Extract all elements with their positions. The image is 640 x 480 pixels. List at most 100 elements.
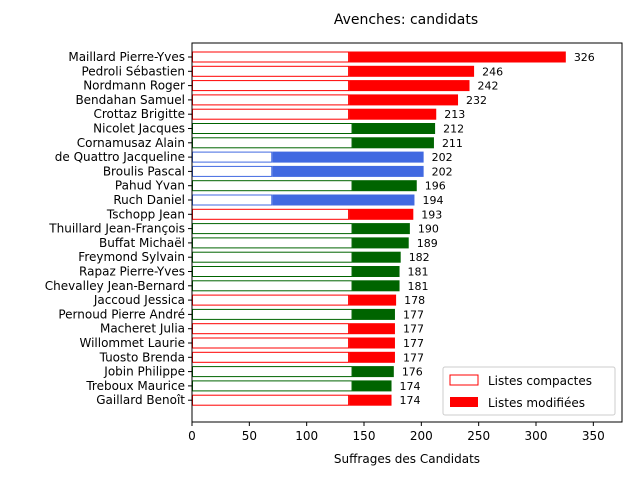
bar-compact bbox=[192, 123, 353, 134]
candidate-label: Cornamusaz Alain bbox=[77, 136, 185, 150]
bar-compact bbox=[192, 208, 350, 220]
bar-modified bbox=[349, 208, 414, 220]
bar-modified bbox=[349, 108, 437, 120]
value-label: 246 bbox=[482, 65, 503, 78]
x-tick-label: 100 bbox=[295, 429, 318, 443]
candidate-label: Willommet Laurie bbox=[79, 336, 185, 350]
candidate-label: Chevalley Jean-Bernard bbox=[45, 279, 185, 293]
bar-compact bbox=[192, 366, 353, 378]
bar-compact bbox=[192, 351, 350, 363]
x-axis-title: Suffrages des Candidats bbox=[334, 452, 480, 466]
candidate-label: Nordmann Roger bbox=[83, 79, 185, 93]
bar-modified bbox=[352, 223, 410, 235]
legend-box bbox=[442, 366, 616, 416]
x-tick-label: 300 bbox=[525, 429, 548, 443]
candidate-label: Pernoud Pierre André bbox=[58, 307, 185, 321]
candidate-label: Gaillard Benoît bbox=[96, 393, 185, 407]
candidate-label: de Quattro Jacqueline bbox=[55, 150, 185, 164]
x-tick-label: 0 bbox=[188, 429, 196, 443]
x-tick-label: 50 bbox=[242, 429, 257, 443]
value-label: 178 bbox=[404, 294, 425, 307]
candidate-label: Freymond Sylvain bbox=[78, 250, 185, 264]
bar-modified bbox=[352, 280, 400, 292]
value-label: 194 bbox=[422, 194, 443, 207]
candidate-label: Tuosto Brenda bbox=[99, 350, 185, 364]
bar-modified bbox=[352, 137, 434, 149]
bar-compact bbox=[192, 280, 353, 292]
bar-modified bbox=[349, 94, 459, 106]
value-label: 193 bbox=[421, 208, 442, 221]
legend: Listes compactes Listes modifiées bbox=[442, 366, 616, 416]
candidate-label: Nicolet Jacques bbox=[93, 122, 185, 136]
candidate-label: Rapaz Pierre-Yves bbox=[79, 265, 185, 279]
bar-modified bbox=[272, 194, 415, 206]
value-label: 182 bbox=[409, 251, 430, 264]
value-label: 202 bbox=[432, 151, 453, 164]
bar-compact bbox=[192, 194, 273, 206]
bar-modified bbox=[272, 151, 424, 163]
candidate-label: Macheret Julia bbox=[100, 322, 185, 336]
value-label: 177 bbox=[403, 351, 424, 364]
bar-modified bbox=[349, 337, 395, 349]
bar-modified bbox=[352, 123, 436, 134]
bar-compact bbox=[192, 65, 350, 77]
bar-compact bbox=[192, 337, 350, 349]
bar-modified bbox=[349, 51, 566, 63]
x-tick-label: 150 bbox=[353, 429, 376, 443]
bar-compact bbox=[192, 237, 353, 249]
bar-compact bbox=[192, 151, 273, 163]
legend-swatch-modified bbox=[450, 397, 478, 407]
value-label: 326 bbox=[574, 51, 595, 64]
bar-compact bbox=[192, 251, 353, 263]
candidate-label: Ruch Daniel bbox=[113, 193, 185, 207]
candidate-label: Jaccoud Jessica bbox=[93, 293, 185, 307]
bar-compact bbox=[192, 108, 350, 120]
bar-modified bbox=[272, 165, 424, 177]
bar-compact bbox=[192, 180, 353, 192]
candidate-label: Maillard Pierre-Yves bbox=[68, 50, 185, 64]
candidate-label: Bendahan Samuel bbox=[75, 93, 185, 107]
value-label: 174 bbox=[400, 380, 421, 393]
bar-compact bbox=[192, 51, 350, 63]
bar-compact bbox=[192, 137, 353, 149]
candidate-label: Pahud Yvan bbox=[115, 179, 185, 193]
bar-modified bbox=[352, 266, 400, 277]
value-label: 177 bbox=[403, 337, 424, 350]
bar-modified bbox=[352, 366, 394, 378]
bar-compact bbox=[192, 323, 350, 335]
chart-title: Avenches: candidats bbox=[334, 12, 478, 28]
legend-label-compact: Listes compactes bbox=[488, 374, 592, 388]
candidate-label: Broulis Pascal bbox=[103, 164, 185, 178]
candidate-label: Pedroli Sébastien bbox=[81, 64, 185, 78]
x-tick-label: 250 bbox=[467, 429, 490, 443]
value-label: 211 bbox=[442, 137, 463, 150]
bar-modified bbox=[349, 65, 475, 77]
value-label: 181 bbox=[408, 266, 429, 279]
value-label: 189 bbox=[417, 237, 438, 250]
bar-compact bbox=[192, 94, 350, 106]
value-label: 176 bbox=[402, 366, 423, 379]
candidate-label: Thuillard Jean-François bbox=[48, 222, 185, 236]
bar-compact bbox=[192, 294, 350, 306]
bar-modified bbox=[349, 294, 397, 306]
bar-modified bbox=[352, 308, 395, 320]
candidate-label: Crottaz Brigitte bbox=[93, 107, 185, 121]
bar-modified bbox=[352, 237, 409, 249]
legend-label-modified: Listes modifiées bbox=[488, 396, 585, 410]
bar-modified bbox=[352, 180, 417, 192]
bars-layer bbox=[192, 51, 566, 406]
candidate-label: Treboux Maurice bbox=[85, 379, 185, 393]
value-label: 190 bbox=[418, 223, 439, 236]
bar-modified bbox=[349, 323, 395, 335]
candidate-label: Jobin Philippe bbox=[103, 365, 185, 379]
bar-modified bbox=[349, 351, 395, 363]
bar-compact bbox=[192, 165, 273, 177]
bar-compact bbox=[192, 223, 353, 235]
value-label: 177 bbox=[403, 308, 424, 321]
value-label: 177 bbox=[403, 323, 424, 336]
bar-compact bbox=[192, 80, 350, 92]
value-label: 202 bbox=[432, 165, 453, 178]
legend-swatch-compact bbox=[449, 374, 479, 386]
